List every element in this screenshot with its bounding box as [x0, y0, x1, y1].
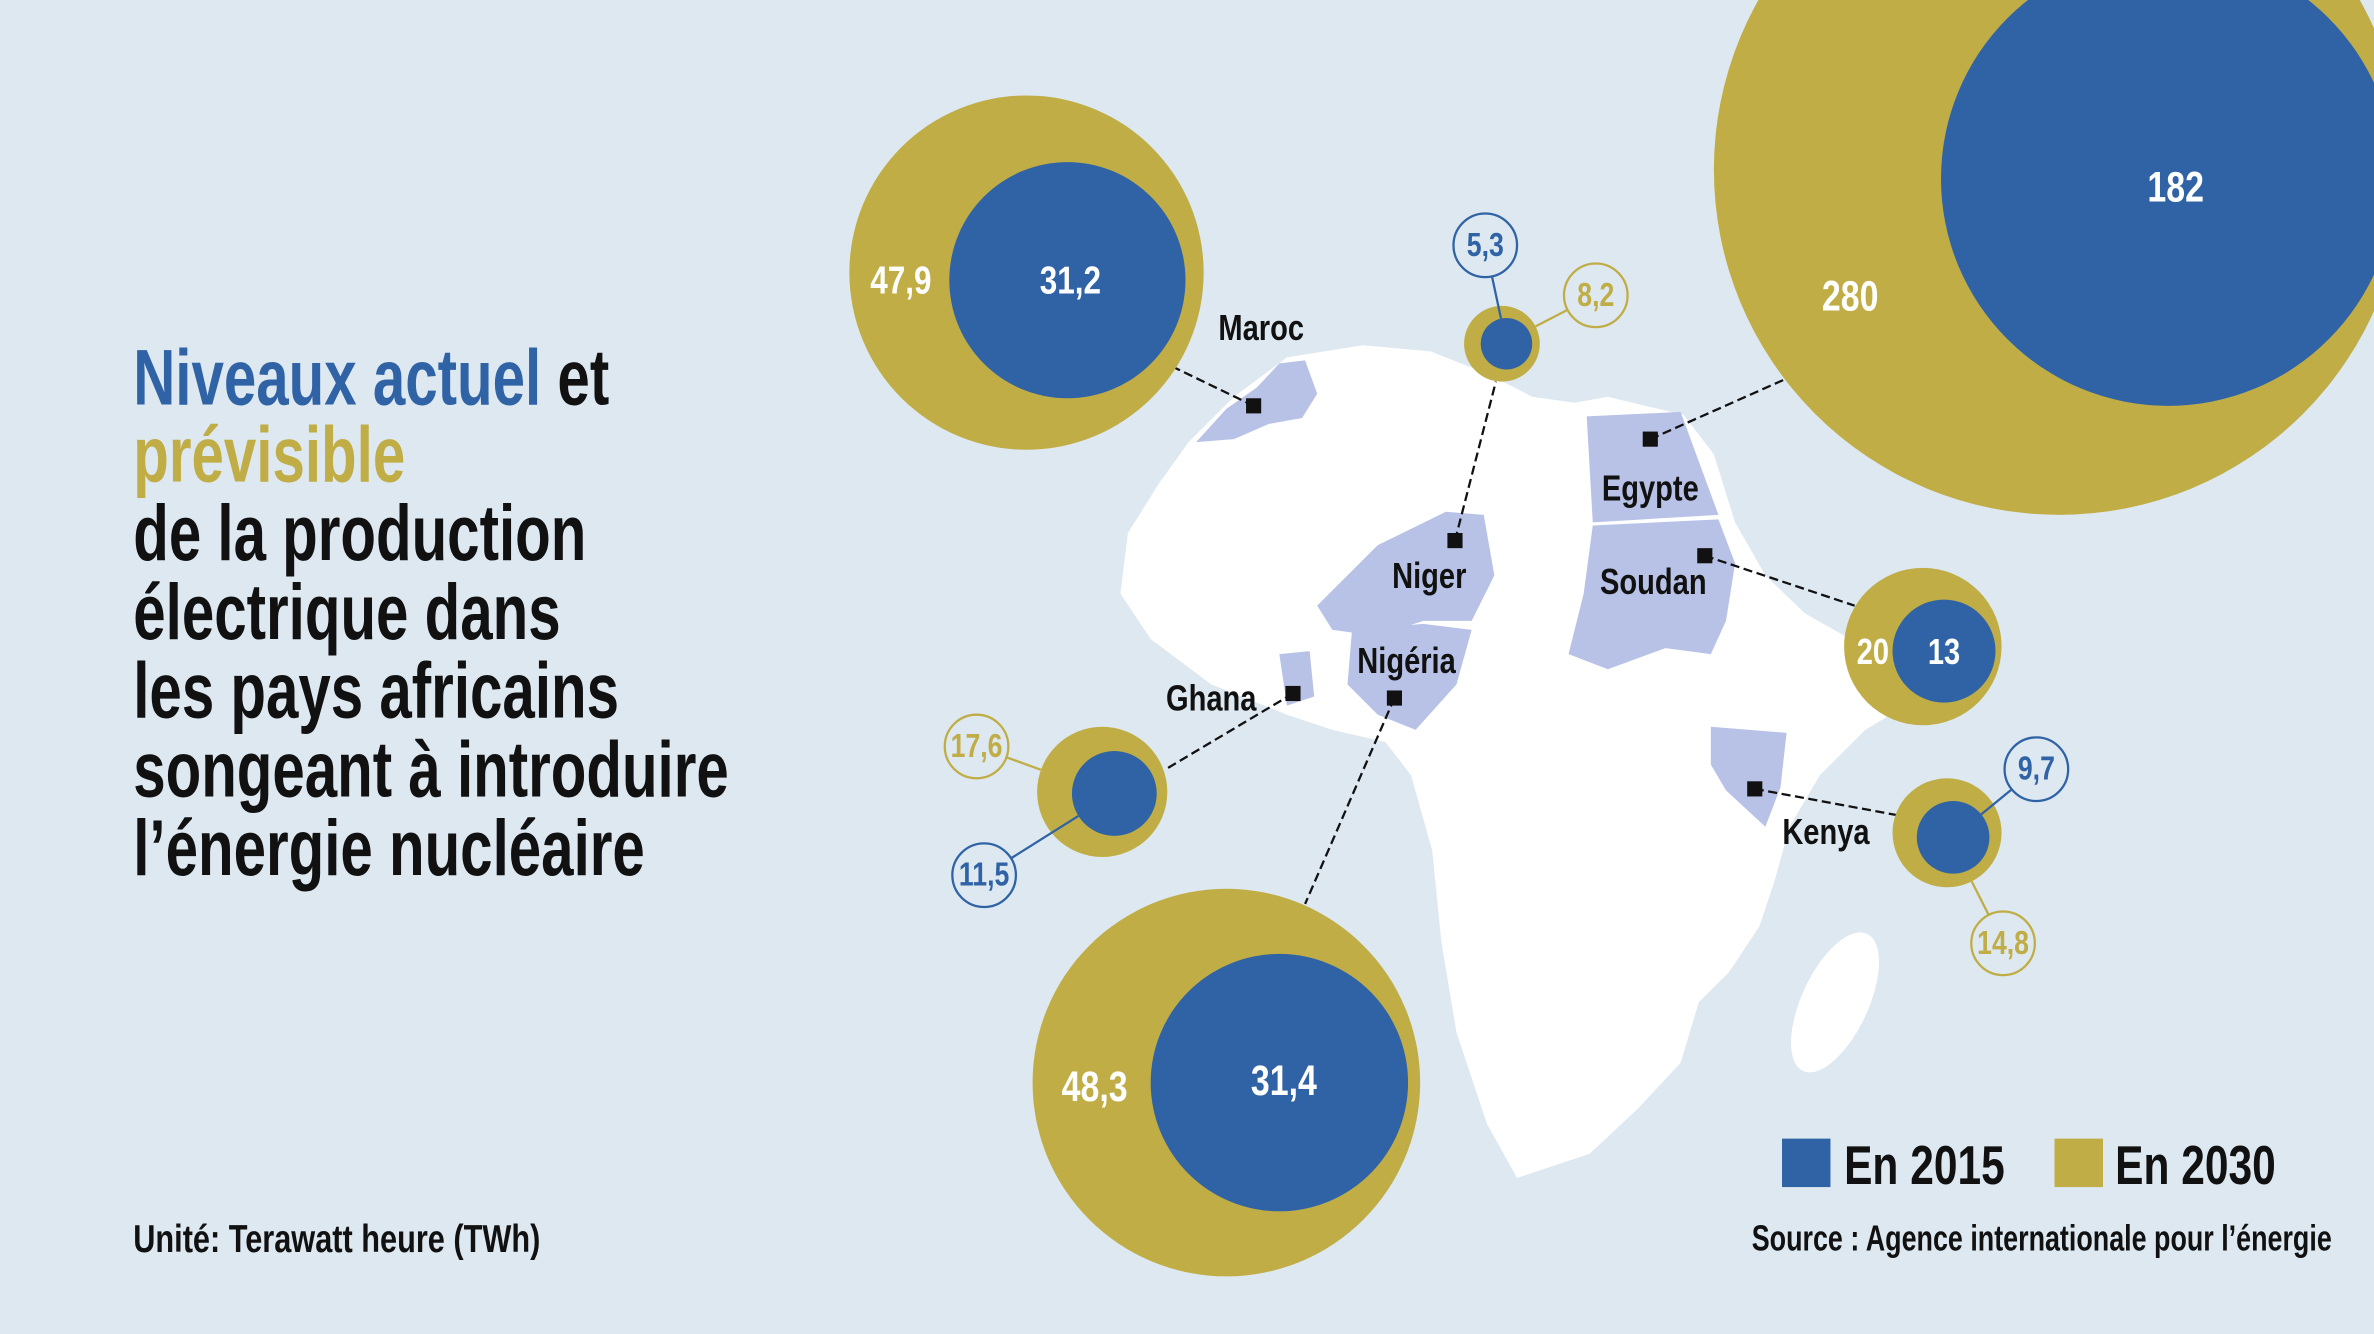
value-2030-egypte-wrap: 280 — [1822, 273, 1879, 320]
value-2030-kenya-wrap: 14,8 — [1977, 925, 2029, 961]
leader-line-egypte — [1649, 377, 1788, 441]
value-2030-soudan-wrap: 20 — [1857, 631, 1889, 672]
value-2030-ghana: 17,6 — [951, 728, 1003, 764]
marker-nigeria — [1386, 690, 1402, 706]
title: Niveaux actuel et prévisible de la produ… — [133, 333, 729, 893]
marker-ghana — [1285, 685, 1301, 702]
value-2015-kenya-wrap: 9,7 — [2018, 751, 2055, 787]
callout-line-2030-ghana — [1006, 756, 1042, 771]
leader-line-maroc — [1165, 362, 1255, 407]
country-label-nigeria: Nigéria — [1357, 640, 1456, 681]
leader-line-soudan — [1704, 554, 1856, 607]
bubble-2015-maroc — [949, 162, 1186, 399]
title-black-part: et — [541, 333, 609, 422]
value-2030-maroc-wrap: 47,9 — [870, 258, 931, 302]
title-blue-part: Niveaux actuel — [133, 333, 541, 422]
value-2015-soudan-wrap: 13 — [1928, 631, 1960, 672]
marker-soudan — [1697, 548, 1713, 564]
value-2015-niger: 5,3 — [1467, 227, 1504, 263]
value-2015-soudan: 13 — [1928, 631, 1960, 672]
marker-egypte — [1642, 431, 1658, 447]
value-2030-niger-wrap: 8,2 — [1577, 277, 1614, 313]
title-line-3: de la production — [133, 489, 586, 578]
marker-maroc — [1246, 398, 1262, 414]
callout-line-2015-ghana — [1010, 815, 1080, 860]
value-2015-ghana: 11,5 — [959, 857, 1009, 893]
legend-swatch-2015 — [1782, 1138, 1831, 1188]
value-2030-soudan: 20 — [1857, 631, 1889, 672]
leader-line-niger — [1453, 381, 1497, 541]
bubble-2015-soudan — [1892, 599, 1996, 703]
legend-label-2030: En 2030 — [2115, 1136, 2276, 1196]
callout-2015-ghana — [951, 842, 1018, 909]
country-label-soudan: Soudan — [1600, 561, 1707, 602]
country-label-ghana: Ghana — [1166, 678, 1257, 719]
value-2030-nigeria-wrap: 48,3 — [1062, 1063, 1128, 1110]
country-label-ghana-wrap: Ghana — [1166, 678, 1257, 719]
legend-label-2015: En 2015 — [1844, 1136, 2005, 1196]
madagascar — [1791, 932, 1879, 1073]
title-line-2: prévisible — [133, 410, 405, 499]
callout-2015-kenya — [2003, 736, 2070, 803]
value-2030-niger: 8,2 — [1577, 277, 1614, 313]
country-label-kenya-wrap: Kenya — [1782, 811, 1870, 852]
country-label-egypte: Egypte — [1602, 467, 1699, 508]
value-2015-nigeria-wrap: 31,4 — [1251, 1057, 1318, 1104]
country-label-niger-wrap: Niger — [1392, 555, 1466, 596]
bubbles: Maroc 31,2 47,9 Egypte 182 280 Niger 5,3 8,2 Soud… — [849, 0, 2374, 1277]
title-line-6: songeant à introduire — [133, 725, 729, 814]
bubble-2015-kenya — [1916, 800, 1990, 874]
country-label-soudan-wrap: Soudan — [1600, 561, 1707, 602]
value-2015-maroc: 31,2 — [1040, 258, 1101, 302]
marker-kenya — [1747, 781, 1763, 797]
callout-line-2015-niger — [1490, 276, 1503, 319]
unit-note-wrap: Unité: Terawatt heure (TWh) — [133, 1218, 540, 1261]
legend-swatch-2030 — [2054, 1138, 2103, 1188]
country-soudan — [1568, 519, 1736, 670]
value-2015-kenya: 9,7 — [2018, 751, 2055, 787]
callout-2015-niger — [1452, 212, 1519, 279]
country-kenya — [1710, 726, 1787, 827]
country-egypte — [1586, 411, 1719, 523]
callout-2030-ghana — [943, 713, 1010, 780]
leader-line-ghana — [1165, 692, 1294, 771]
value-2030-egypte: 280 — [1822, 273, 1879, 320]
value-2030-ghana-wrap: 17,6 — [951, 728, 1003, 764]
value-2015-nigeria: 31,4 — [1251, 1057, 1318, 1104]
country-label-nigeria-wrap: Nigéria — [1357, 640, 1456, 681]
country-nigeria — [1347, 623, 1472, 730]
legend: En 2015 En 2030 — [1782, 1136, 2276, 1196]
bubble-2015-niger — [1480, 318, 1533, 370]
country-label-maroc-wrap: Maroc — [1218, 307, 1304, 348]
value-2030-nigeria: 48,3 — [1062, 1063, 1128, 1110]
source-note: Source : Agence internationale pour l’én… — [1752, 1218, 2332, 1259]
title-line-1: Niveaux actuel et — [133, 333, 609, 422]
unit-note: Unité: Terawatt heure (TWh) — [133, 1218, 540, 1261]
country-label-kenya: Kenya — [1782, 811, 1870, 852]
bubble-2015-nigeria — [1150, 953, 1409, 1212]
callout-2030-kenya — [1970, 910, 2036, 977]
value-2030-maroc: 47,9 — [870, 258, 931, 302]
country-label-egypte-wrap: Egypte — [1602, 467, 1699, 508]
callout-line-2030-kenya — [1970, 880, 1990, 916]
title-line-4: électrique dans — [133, 567, 560, 656]
callout-2030-niger — [1562, 262, 1629, 329]
value-2030-kenya: 14,8 — [1977, 925, 2029, 961]
title-line-5: les pays africains — [133, 646, 619, 735]
value-2015-egypte-wrap: 182 — [2147, 164, 2204, 211]
country-label-niger: Niger — [1392, 555, 1466, 596]
value-2015-ghana-wrap: 11,5 — [959, 857, 1009, 893]
country-label-maroc: Maroc — [1218, 307, 1304, 348]
value-2015-maroc-wrap: 31,2 — [1040, 258, 1101, 302]
value-2015-niger-wrap: 5,3 — [1467, 227, 1504, 263]
value-2015-egypte: 182 — [2147, 164, 2204, 211]
bubble-2015-egypte — [1941, 0, 2374, 406]
callout-line-2015-kenya — [1980, 788, 2013, 816]
bubble-2015-ghana — [1071, 751, 1157, 836]
marker-niger — [1447, 533, 1463, 549]
leader-line-nigeria — [1304, 697, 1396, 905]
callout-line-2030-niger — [1535, 308, 1569, 328]
title-line-7: l’énergie nucléaire — [133, 804, 645, 893]
